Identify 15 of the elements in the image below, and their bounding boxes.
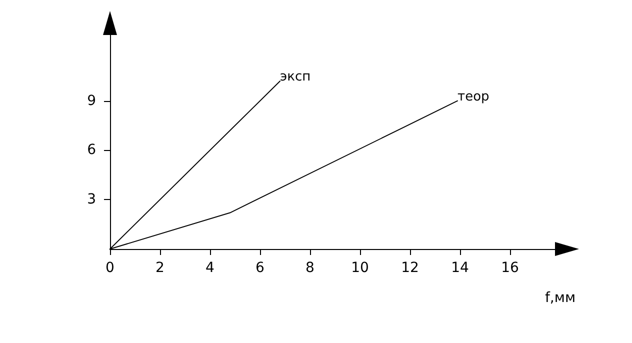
series-label: эксп — [280, 70, 311, 85]
y-tick-label: 6 — [87, 142, 96, 158]
x-tick-label: 10 — [351, 260, 369, 276]
x-tick-label: 6 — [256, 260, 265, 276]
y-tick-label: 3 — [87, 192, 96, 208]
x-tick-label: 2 — [156, 260, 164, 276]
series-label: теор — [458, 89, 490, 104]
x-tick-label: 14 — [451, 260, 469, 276]
x-tick-label: 12 — [401, 260, 419, 276]
x-axis-title: f,мм — [545, 290, 576, 306]
y-tick-label: 9 — [87, 92, 96, 109]
x-tick-label: 0 — [106, 260, 114, 276]
x-tick-label: 4 — [206, 260, 215, 276]
x-tick-label: 16 — [501, 260, 519, 276]
x-tick-label: 8 — [306, 260, 314, 276]
